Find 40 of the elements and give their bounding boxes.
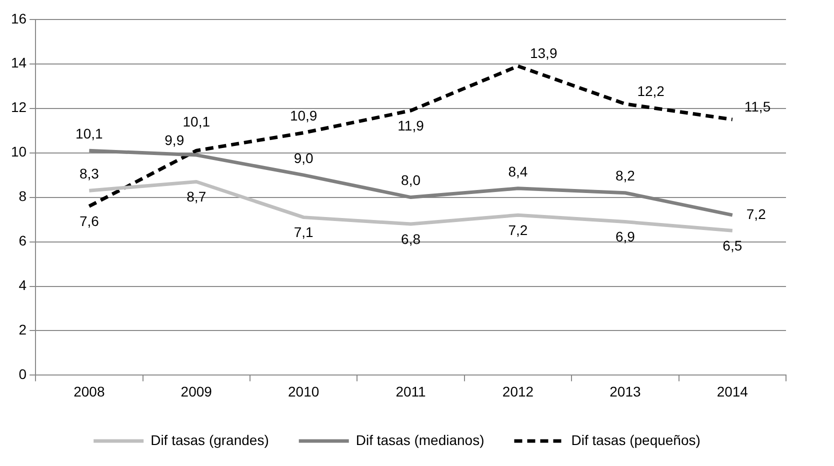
data-label: 6,5 <box>722 238 742 254</box>
y-tick-label: 14 <box>10 54 27 71</box>
data-label: 9,0 <box>294 150 314 166</box>
data-label: 10,9 <box>290 108 318 124</box>
x-tick-label: 2008 <box>74 383 105 400</box>
data-label: 6,9 <box>615 228 636 245</box>
data-label: 10,1 <box>182 113 210 130</box>
data-label: 13,9 <box>530 44 558 61</box>
x-tick-label: 2012 <box>502 383 534 400</box>
y-tick-label: 6 <box>18 232 27 249</box>
y-tick-label: 0 <box>18 366 27 382</box>
data-label: 8,7 <box>186 188 206 205</box>
x-tick-label: 2011 <box>396 383 426 400</box>
data-label: 7,2 <box>508 222 528 238</box>
y-tick-label: 12 <box>10 99 27 116</box>
data-label: 8,3 <box>79 165 100 182</box>
x-tick-label: 2014 <box>716 383 748 400</box>
data-label: 7,1 <box>294 224 314 240</box>
legend-label: Dif tasas (medianos) <box>356 432 484 448</box>
data-label: 11,9 <box>398 117 424 134</box>
legend-label: Dif tasas (pequeños) <box>571 432 700 448</box>
x-tick-label: 2013 <box>610 383 641 400</box>
y-tick-label: 4 <box>18 277 27 294</box>
data-label: 9,9 <box>164 132 184 148</box>
y-tick-label: 8 <box>18 188 27 204</box>
data-label: 11,5 <box>744 98 771 114</box>
data-label: 8,2 <box>615 168 636 184</box>
data-label: 12,2 <box>637 82 665 99</box>
data-label: 8,0 <box>401 172 421 188</box>
y-tick-label: 16 <box>10 10 27 26</box>
x-tick-label: 2009 <box>180 383 212 400</box>
y-tick-label: 10 <box>10 144 27 160</box>
x-tick-label: 2010 <box>288 383 320 400</box>
data-label: 6,8 <box>401 230 421 247</box>
legend-label: Dif tasas (grandes) <box>150 432 269 448</box>
data-label: 10,1 <box>76 125 104 142</box>
data-label: 7,6 <box>79 213 100 230</box>
y-tick-label: 2 <box>18 322 27 338</box>
data-label: 8,4 <box>508 163 528 180</box>
data-label: 7,2 <box>746 206 766 222</box>
